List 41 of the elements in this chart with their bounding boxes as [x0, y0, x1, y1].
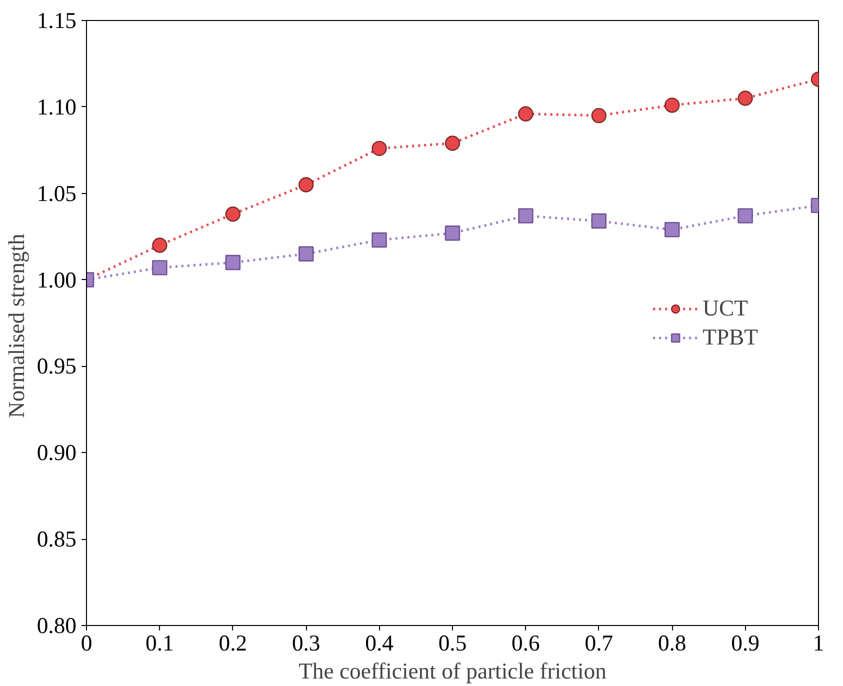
- legend-label: UCT: [702, 295, 748, 321]
- x-tick-label: 0.5: [438, 630, 467, 656]
- y-tick-label: 0.90: [36, 440, 77, 466]
- point: [738, 208, 753, 224]
- point: [518, 106, 534, 122]
- point: [518, 208, 534, 224]
- point: [591, 108, 606, 124]
- point: [738, 90, 753, 106]
- x-tick-label: 0.4: [365, 630, 394, 656]
- point: [372, 140, 387, 156]
- point: [152, 260, 168, 276]
- legend-label: TPBT: [702, 324, 758, 350]
- x-tick-label: 0.6: [512, 630, 540, 656]
- x-tick-label: 0.2: [218, 630, 248, 656]
- x-axis-title: The coefficient of particle friction: [298, 658, 606, 684]
- y-tick-label: 1.00: [36, 267, 77, 292]
- y-tick-label: 0.95: [36, 354, 77, 379]
- x-tick-label: 0.1: [146, 630, 174, 656]
- point: [298, 246, 314, 262]
- x-tick-label: 1: [812, 630, 824, 656]
- point: [225, 254, 240, 270]
- point: [664, 98, 680, 113]
- point: [298, 177, 314, 192]
- point: [444, 226, 460, 241]
- point: [225, 206, 240, 222]
- y-tick-label: 1.05: [36, 180, 77, 206]
- point: [372, 232, 387, 248]
- y-tick-label: 1.10: [36, 94, 77, 120]
- x-tick-label: 0.7: [584, 630, 614, 656]
- x-tick-label: 0.8: [658, 630, 686, 656]
- x-tick-label: 0.9: [731, 630, 760, 656]
- point: [664, 222, 680, 238]
- y-tick-label: 0.85: [36, 526, 77, 552]
- x-tick-label: 0.3: [292, 630, 320, 656]
- y-tick-label: 1.15: [36, 8, 77, 33]
- y-axis-title: Normalised strength: [4, 232, 29, 418]
- point: [444, 136, 460, 151]
- point: [591, 213, 606, 229]
- point: [152, 238, 168, 253]
- y-tick-label: 0.80: [36, 613, 77, 638]
- x-tick-label: 0: [80, 630, 92, 656]
